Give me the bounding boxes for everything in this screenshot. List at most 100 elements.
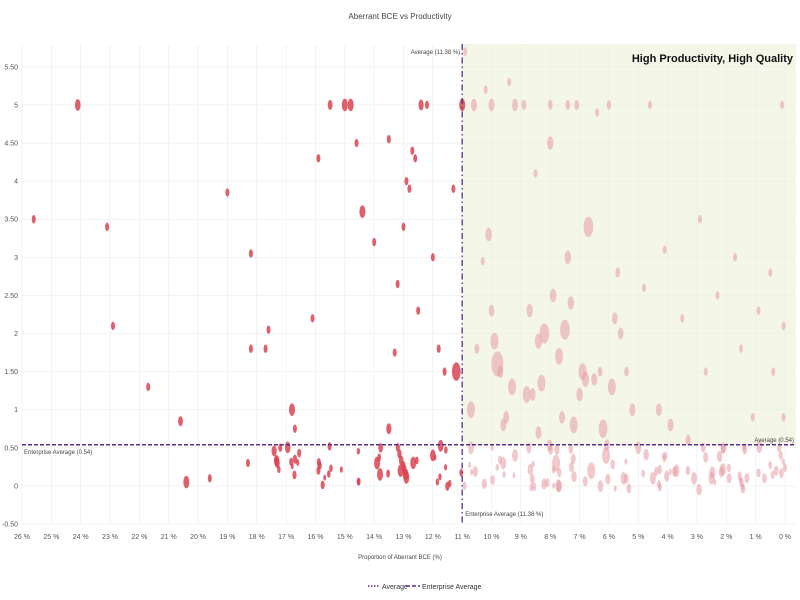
data-point bbox=[354, 138, 359, 148]
data-point bbox=[435, 478, 440, 486]
data-point bbox=[726, 473, 732, 484]
data-point bbox=[178, 416, 183, 427]
data-point bbox=[271, 445, 277, 457]
data-point bbox=[407, 184, 412, 193]
data-point bbox=[467, 441, 474, 455]
data-point bbox=[642, 283, 647, 293]
data-point bbox=[533, 169, 538, 178]
x-tick-label: 2 % bbox=[720, 534, 732, 541]
x-tick-label: 24 % bbox=[73, 534, 89, 541]
data-point bbox=[372, 237, 377, 247]
data-point bbox=[329, 464, 333, 472]
data-point bbox=[470, 468, 474, 476]
y-tick-label: -0.50 bbox=[2, 522, 18, 529]
data-point bbox=[288, 403, 295, 417]
data-point bbox=[571, 471, 577, 483]
data-point bbox=[424, 100, 429, 110]
data-point bbox=[437, 439, 444, 452]
x-tick-label: 5 % bbox=[632, 534, 644, 541]
data-point bbox=[779, 468, 784, 479]
data-point bbox=[529, 388, 536, 401]
data-point bbox=[557, 467, 562, 478]
data-point bbox=[762, 473, 767, 484]
data-point bbox=[481, 478, 487, 490]
data-point bbox=[615, 267, 621, 278]
x-tick-label: 18 % bbox=[249, 534, 265, 541]
data-point bbox=[416, 306, 421, 315]
data-point bbox=[444, 464, 448, 471]
x-tick-label: 4 % bbox=[662, 534, 674, 541]
data-point bbox=[459, 468, 464, 477]
data-point bbox=[146, 382, 151, 392]
x-tick-label: 19 % bbox=[219, 534, 235, 541]
y-tick-label: 4.50 bbox=[4, 141, 18, 148]
data-point bbox=[565, 99, 571, 110]
data-point bbox=[629, 403, 636, 417]
data-point bbox=[521, 99, 527, 110]
data-point bbox=[668, 468, 672, 475]
data-point bbox=[339, 466, 343, 473]
x-tick-label: 9 % bbox=[515, 534, 527, 541]
data-point bbox=[569, 416, 578, 434]
data-point bbox=[709, 466, 716, 479]
data-point bbox=[320, 480, 325, 490]
x-tick-label: 25 % bbox=[43, 534, 59, 541]
x-tick-label: 14 % bbox=[366, 534, 382, 541]
data-point bbox=[74, 99, 81, 111]
data-point bbox=[410, 146, 415, 155]
data-point bbox=[558, 411, 565, 424]
data-point bbox=[442, 367, 447, 376]
data-point bbox=[547, 136, 554, 150]
data-point bbox=[539, 323, 550, 344]
data-point bbox=[296, 459, 300, 466]
data-point bbox=[551, 465, 556, 474]
data-point bbox=[756, 440, 763, 453]
data-point bbox=[554, 444, 560, 455]
enterprise-avg-y-label: Enterprise Average (0.54) bbox=[24, 450, 92, 456]
data-point bbox=[750, 413, 755, 422]
x-tick-label: 15 % bbox=[337, 534, 353, 541]
y-tick-label: 0.50 bbox=[4, 445, 18, 452]
data-point bbox=[655, 403, 662, 417]
data-point bbox=[598, 419, 608, 439]
data-point bbox=[781, 321, 786, 331]
data-point bbox=[278, 443, 283, 453]
x-tick-label: 3 % bbox=[691, 534, 703, 541]
x-axis-ticks: 26 % 25 % 24 % 23 % 22 % 21 % 20 % 19 % 18 % 17 %… bbox=[14, 534, 791, 541]
data-point bbox=[266, 325, 271, 334]
data-point bbox=[447, 479, 452, 488]
x-tick-label: 6 % bbox=[603, 534, 615, 541]
data-point bbox=[613, 485, 617, 492]
data-point bbox=[359, 205, 366, 218]
data-point bbox=[781, 413, 786, 422]
data-point bbox=[433, 454, 437, 461]
data-point bbox=[284, 441, 291, 454]
data-point bbox=[777, 443, 782, 453]
data-point bbox=[672, 466, 678, 477]
x-tick-label: 16 % bbox=[307, 534, 323, 541]
data-point bbox=[462, 481, 467, 491]
data-point bbox=[657, 480, 661, 489]
data-point bbox=[582, 476, 588, 487]
data-point bbox=[488, 98, 495, 112]
data-point bbox=[410, 456, 417, 470]
data-point bbox=[451, 184, 456, 193]
data-point bbox=[663, 451, 668, 460]
data-point bbox=[377, 468, 384, 481]
data-point bbox=[713, 479, 717, 486]
data-point bbox=[502, 471, 506, 479]
data-point bbox=[512, 472, 516, 479]
data-point bbox=[418, 99, 424, 111]
x-tick-label: 21 % bbox=[161, 534, 177, 541]
data-point bbox=[555, 480, 562, 493]
x-tick-label: 0 % bbox=[779, 534, 791, 541]
data-point bbox=[488, 304, 495, 317]
data-point bbox=[529, 474, 535, 485]
data-point bbox=[545, 477, 550, 488]
data-point bbox=[470, 98, 477, 112]
data-point bbox=[451, 362, 461, 381]
quadrant-high-productivity bbox=[462, 44, 796, 445]
data-point bbox=[472, 465, 478, 477]
data-point bbox=[207, 474, 212, 483]
